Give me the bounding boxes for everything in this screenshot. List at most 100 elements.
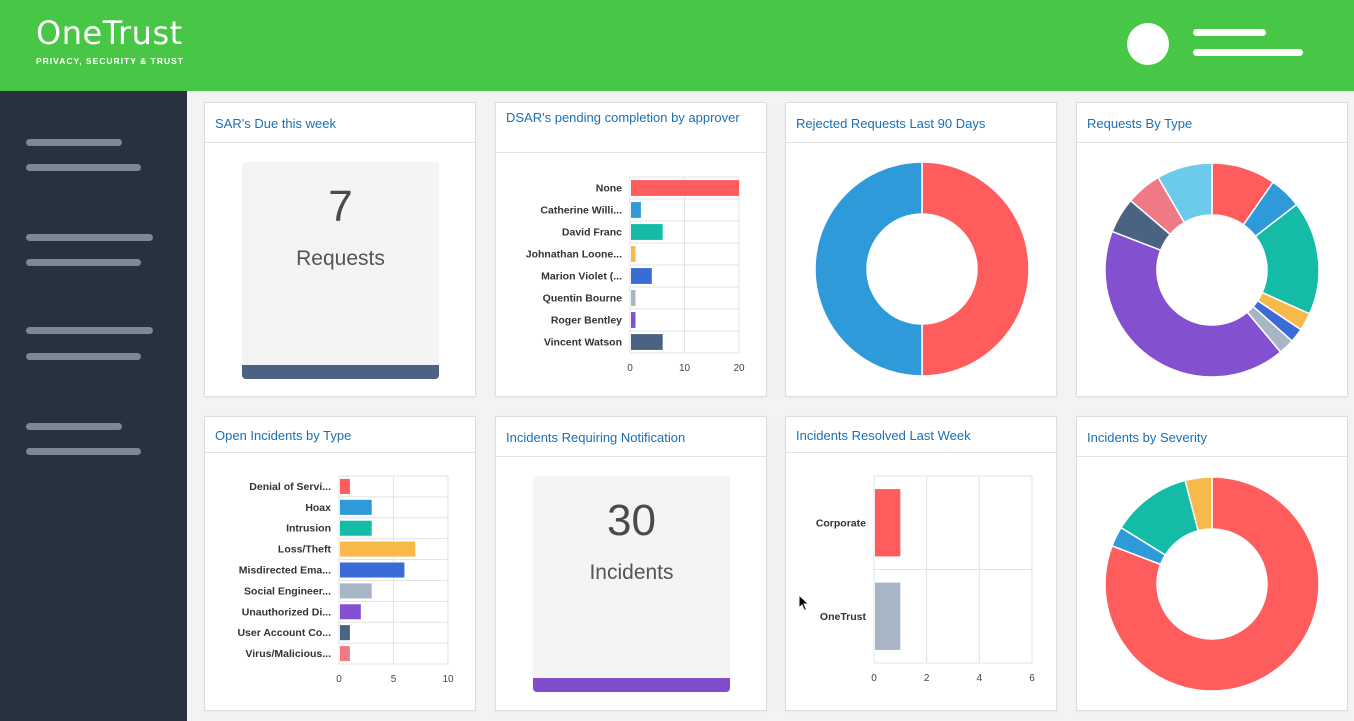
category-label: Johnathan Loone... xyxy=(526,249,622,261)
tick-label: 20 xyxy=(733,363,745,374)
brand-name: OneTrust xyxy=(36,14,183,52)
bar xyxy=(340,583,372,599)
category-label: Intrusion xyxy=(286,523,331,535)
card-sars-due[interactable]: SAR's Due this week 7 Requests xyxy=(204,102,476,397)
category-label: Quentin Bourne xyxy=(543,293,622,305)
sidebar xyxy=(0,91,187,721)
bar xyxy=(340,604,361,620)
user-avatar[interactable] xyxy=(1127,23,1169,65)
sidebar-item-3-sub[interactable] xyxy=(26,353,141,360)
pie-slice xyxy=(1104,230,1282,378)
sidebar-item-3[interactable] xyxy=(26,327,153,334)
category-label: Marion Violet (... xyxy=(541,271,622,283)
category-label: Social Engineer... xyxy=(244,585,331,597)
category-label: Corporate xyxy=(816,517,866,529)
tick-label: 5 xyxy=(391,674,397,685)
category-label: Loss/Theft xyxy=(278,544,332,556)
bar xyxy=(631,312,636,328)
metric-tile: 30 Incidents xyxy=(533,476,730,692)
tick-label: 0 xyxy=(871,673,877,684)
tick-label: 6 xyxy=(1029,673,1035,684)
metric-label: Incidents xyxy=(589,561,674,584)
card-dsars-pending[interactable]: DSAR's pending completion by approver 0 1… xyxy=(495,102,767,397)
category-label: Hoax xyxy=(305,502,331,514)
tick-label: 10 xyxy=(442,674,454,685)
card-rejected-requests[interactable]: Rejected Requests Last 90 Days xyxy=(785,102,1057,397)
requests-by-type-donut-chart xyxy=(1104,162,1320,378)
onetrust-logo[interactable]: OneTrust PRIVACY, SECURITY & TRUST xyxy=(36,14,184,66)
card-incidents-notification[interactable]: Incidents Requiring Notification 30 Inci… xyxy=(495,416,767,711)
severity-donut-chart xyxy=(1104,476,1320,692)
tick-label: 10 xyxy=(679,363,691,374)
brand-tagline: PRIVACY, SECURITY & TRUST xyxy=(36,56,184,66)
card-title: Rejected Requests Last 90 Days xyxy=(796,116,986,131)
bar xyxy=(631,334,663,350)
tick-label: 0 xyxy=(336,674,342,685)
card-title: Incidents Requiring Notification xyxy=(506,430,686,445)
card-title: Incidents Resolved Last Week xyxy=(796,428,971,443)
sidebar-item-4-sub[interactable] xyxy=(26,448,141,455)
rejected-donut-chart xyxy=(814,161,1030,377)
card-title: SAR's Due this week xyxy=(215,116,336,131)
bar xyxy=(340,478,350,494)
bar xyxy=(340,520,372,536)
category-label: Catherine Willi... xyxy=(540,205,622,217)
metric-value: 30 xyxy=(607,496,656,545)
tick-label: 2 xyxy=(924,673,930,684)
card-title: Incidents by Severity xyxy=(1087,430,1207,445)
bar xyxy=(631,224,663,240)
app-header: OneTrust PRIVACY, SECURITY & TRUST xyxy=(0,0,1354,91)
pie-slice xyxy=(1157,162,1213,224)
bar xyxy=(631,246,636,262)
bar xyxy=(631,180,739,196)
bar xyxy=(631,268,652,284)
category-label: Misdirected Ema... xyxy=(239,565,331,577)
category-label: Vincent Watson xyxy=(544,337,622,349)
category-label: Virus/Malicious... xyxy=(245,648,331,660)
category-label: None xyxy=(596,183,622,195)
sidebar-item-2[interactable] xyxy=(26,234,153,241)
pie-slice xyxy=(1104,476,1320,692)
category-label: Denial of Servi... xyxy=(249,481,331,493)
category-label: User Account Co... xyxy=(237,627,331,639)
sidebar-item-1-sub[interactable] xyxy=(26,164,141,171)
bar xyxy=(340,499,372,515)
pie-slice xyxy=(814,161,923,377)
open-incidents-bar-chart: 0 5 10 Denial of Servi... Hoax Intrusion Loss/… xyxy=(237,475,454,685)
sidebar-item-2-sub[interactable] xyxy=(26,259,141,266)
category-label: Roger Bentley xyxy=(551,315,622,327)
card-incidents-severity[interactable]: Incidents by Severity xyxy=(1076,416,1348,711)
bar xyxy=(340,625,350,641)
card-title: DSAR's pending completion by approver xyxy=(506,110,740,125)
sidebar-item-4[interactable] xyxy=(26,423,122,430)
card-incidents-resolved[interactable]: Incidents Resolved Last Week 0 2 4 6 Corpora… xyxy=(785,416,1057,711)
category-label: David Franc xyxy=(562,227,622,239)
metric-bar xyxy=(242,365,439,379)
pie-slice xyxy=(1184,476,1213,532)
sidebar-item-1[interactable] xyxy=(26,139,122,146)
metric-bar xyxy=(533,678,730,692)
bar xyxy=(340,646,350,662)
bar xyxy=(875,582,901,650)
card-requests-by-type[interactable]: Requests By Type xyxy=(1076,102,1348,397)
bar xyxy=(631,202,641,218)
pie-slice xyxy=(921,161,1030,377)
card-title: Open Incidents by Type xyxy=(215,428,352,443)
bar xyxy=(875,489,901,557)
tick-label: 0 xyxy=(627,363,633,374)
dsars-bar-chart: 0 10 20 None Catherine Willi... David Franc Jo… xyxy=(526,176,745,374)
metric-value: 7 xyxy=(328,182,353,231)
bar xyxy=(340,541,416,557)
mouse-cursor-icon xyxy=(798,594,810,612)
tick-label: 4 xyxy=(977,673,983,684)
incidents-resolved-bar-chart: 0 2 4 6 Corporate OneTrust xyxy=(816,475,1035,684)
category-label: OneTrust xyxy=(820,611,867,623)
metric-tile: 7 Requests xyxy=(242,162,439,379)
bar xyxy=(631,290,636,306)
card-title: Requests By Type xyxy=(1087,116,1193,131)
metric-label: Requests xyxy=(296,247,385,270)
bar xyxy=(340,562,405,578)
card-open-incidents[interactable]: Open Incidents by Type 0 5 10 Denial of Ser… xyxy=(204,416,476,711)
menu-icon[interactable] xyxy=(1190,26,1305,62)
category-label: Unauthorized Di... xyxy=(242,606,331,618)
